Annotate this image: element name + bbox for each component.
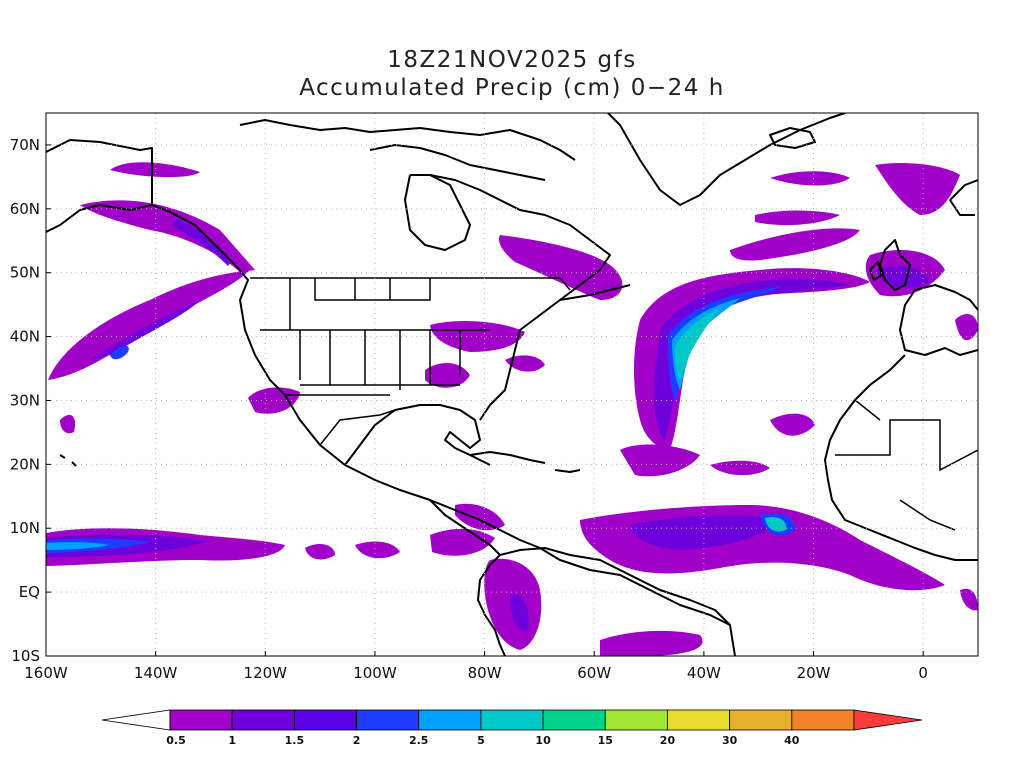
lat-tick-label: 10N	[10, 519, 40, 537]
lat-tick-label: 40N	[10, 328, 40, 346]
colorbar-level-label: 20	[660, 734, 676, 747]
precip-overlay	[46, 162, 978, 656]
lon-tick-label: 140W	[134, 664, 178, 682]
map-title-line1: 18Z21NOV2025 gfs	[387, 47, 637, 73]
colorbar-segment	[293, 709, 357, 731]
political-borders	[250, 277, 978, 531]
map-gridlines	[46, 113, 978, 656]
colorbar-level-label: 2.5	[409, 734, 429, 747]
map-title-line2: Accumulated Precip (cm) 0−24 h	[299, 75, 725, 101]
lat-tick-label: 10S	[11, 647, 40, 665]
lat-tick-label: EQ	[19, 583, 40, 601]
colorbar-segment	[231, 709, 295, 731]
lat-tick-label: 60N	[10, 200, 40, 218]
colorbar-segment	[356, 709, 420, 731]
colorbar-level-label: 10	[535, 734, 551, 747]
colorbar-segment	[667, 709, 731, 731]
colorbar-segment	[542, 709, 606, 731]
colorbar-level-label: 15	[598, 734, 613, 747]
colorbar-level-label: 2	[353, 734, 361, 747]
colorbar-segment	[169, 709, 233, 731]
colorbar-segment	[791, 709, 855, 731]
lon-tick-label: 120W	[244, 664, 288, 682]
colorbar-segment	[480, 709, 544, 731]
colorbar-level-label: 1	[228, 734, 236, 747]
lon-tick-label: 20W	[797, 664, 831, 682]
colorbar-segment	[418, 709, 482, 731]
lon-tick-label: 0	[918, 664, 928, 682]
colorbar-level-label: 40	[784, 734, 800, 747]
precip-level-1	[46, 162, 978, 656]
lat-tick-label: 50N	[10, 264, 40, 282]
colorbar-segment	[604, 709, 668, 731]
colorbar-high-triangle	[853, 709, 923, 731]
lon-tick-label: 80W	[468, 664, 502, 682]
colorbar-level-label: 0.5	[166, 734, 186, 747]
colorbar-level-label: 1.5	[285, 734, 305, 747]
colorbar-low-triangle	[101, 709, 171, 731]
colorbar-level-label: 5	[477, 734, 485, 747]
lat-tick-label: 20N	[10, 455, 40, 473]
colorbar-level-label: 30	[722, 734, 738, 747]
colorbar: 0.5 1 1.5 2 2.5 5 10 15 20 30 40	[101, 709, 923, 747]
lat-tick-label: 70N	[10, 136, 40, 154]
precip-level-5	[674, 308, 787, 532]
lat-tick-label: 30N	[10, 391, 40, 409]
colorbar-segment	[729, 709, 793, 731]
map-frame	[45, 112, 979, 657]
lon-tick-label: 60W	[577, 664, 611, 682]
lon-tick-label: 160W	[24, 664, 68, 682]
lon-tick-label: 100W	[353, 664, 397, 682]
lon-tick-label: 40W	[687, 664, 721, 682]
